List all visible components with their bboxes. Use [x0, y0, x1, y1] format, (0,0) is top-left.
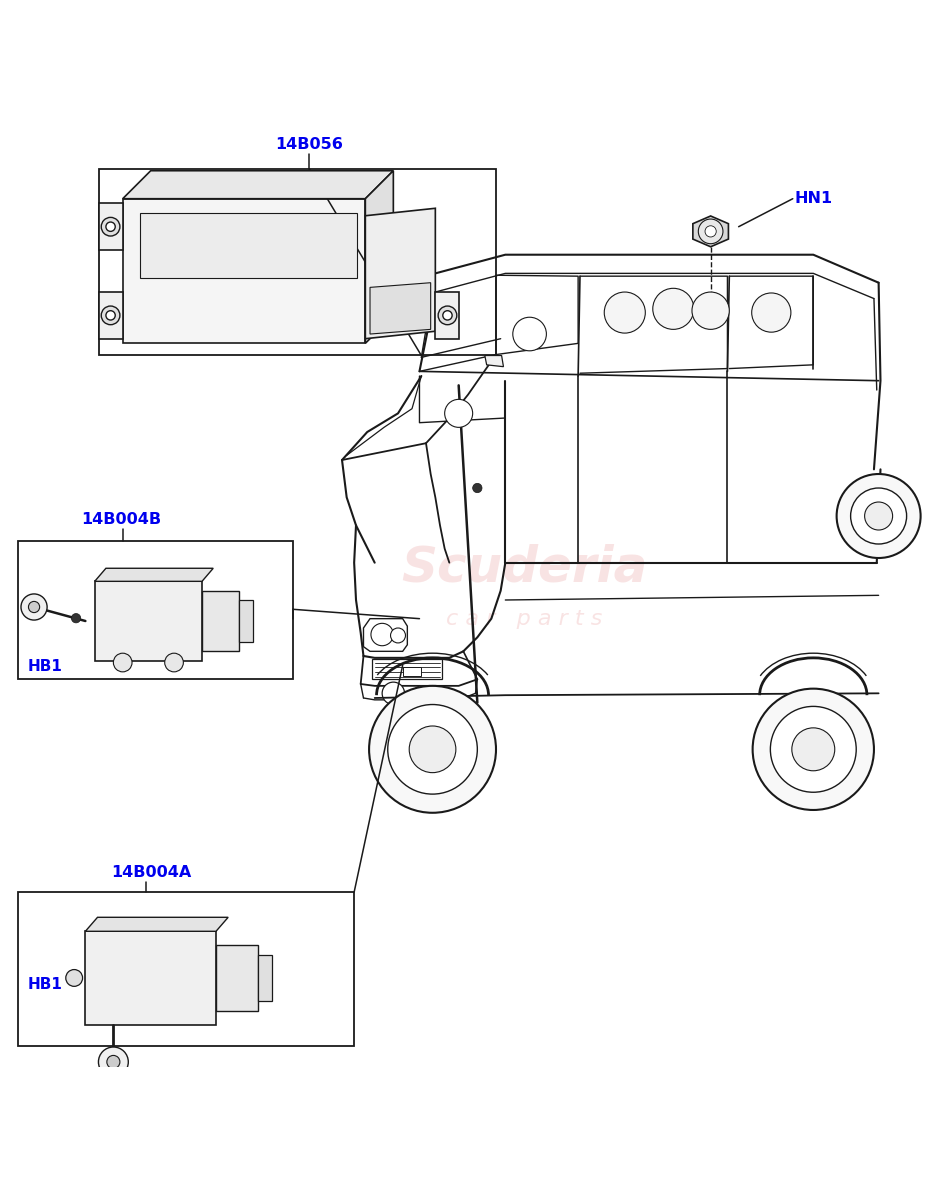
Circle shape: [438, 306, 457, 325]
Polygon shape: [202, 590, 240, 652]
Circle shape: [752, 293, 791, 332]
Circle shape: [409, 726, 456, 773]
Polygon shape: [693, 216, 728, 247]
Circle shape: [371, 623, 393, 646]
Circle shape: [851, 488, 907, 544]
Circle shape: [101, 217, 120, 236]
Polygon shape: [216, 946, 258, 1010]
Circle shape: [414, 686, 429, 701]
Circle shape: [605, 292, 645, 334]
Circle shape: [106, 311, 115, 320]
Circle shape: [382, 682, 404, 704]
Circle shape: [66, 970, 82, 986]
Polygon shape: [365, 170, 393, 343]
Polygon shape: [99, 292, 123, 338]
Polygon shape: [95, 569, 213, 581]
Circle shape: [473, 484, 482, 493]
Circle shape: [698, 220, 723, 244]
Circle shape: [165, 653, 183, 672]
Circle shape: [770, 707, 856, 792]
Circle shape: [443, 311, 452, 320]
Bar: [372, 659, 442, 679]
Text: Scuderia: Scuderia: [401, 544, 647, 592]
Polygon shape: [435, 292, 459, 338]
Circle shape: [837, 474, 921, 558]
Circle shape: [390, 628, 405, 643]
Text: HB1: HB1: [27, 659, 63, 673]
Circle shape: [445, 400, 473, 427]
Bar: [402, 667, 421, 676]
Polygon shape: [365, 209, 435, 338]
Polygon shape: [370, 283, 431, 334]
Circle shape: [107, 1056, 120, 1068]
Polygon shape: [85, 931, 216, 1025]
Circle shape: [28, 601, 39, 612]
Polygon shape: [258, 955, 272, 1001]
Circle shape: [865, 502, 893, 530]
Polygon shape: [363, 619, 407, 652]
Circle shape: [792, 728, 835, 770]
Polygon shape: [85, 917, 228, 931]
Circle shape: [106, 222, 115, 232]
Circle shape: [753, 689, 874, 810]
Circle shape: [98, 1048, 128, 1076]
Text: HN1: HN1: [795, 191, 833, 206]
Bar: [99, 169, 496, 355]
Circle shape: [71, 613, 80, 623]
Text: HB1: HB1: [27, 977, 63, 992]
Text: 14B004A: 14B004A: [111, 865, 192, 880]
Polygon shape: [123, 170, 393, 199]
Bar: [18, 892, 354, 1046]
Circle shape: [692, 292, 729, 329]
Bar: [18, 541, 294, 679]
Circle shape: [21, 594, 47, 620]
Text: 14B004B: 14B004B: [80, 512, 161, 527]
Circle shape: [113, 653, 132, 672]
Circle shape: [388, 704, 477, 794]
Polygon shape: [139, 212, 357, 278]
Circle shape: [513, 317, 547, 350]
Text: 14B056: 14B056: [275, 137, 344, 152]
Polygon shape: [99, 203, 123, 250]
Polygon shape: [485, 355, 504, 367]
Circle shape: [705, 226, 716, 236]
Circle shape: [652, 288, 694, 329]
Circle shape: [369, 686, 496, 812]
Polygon shape: [240, 600, 254, 642]
Circle shape: [101, 306, 120, 325]
Polygon shape: [123, 199, 365, 343]
Polygon shape: [95, 581, 202, 661]
Text: c a r   p a r t s: c a r p a r t s: [446, 608, 602, 629]
